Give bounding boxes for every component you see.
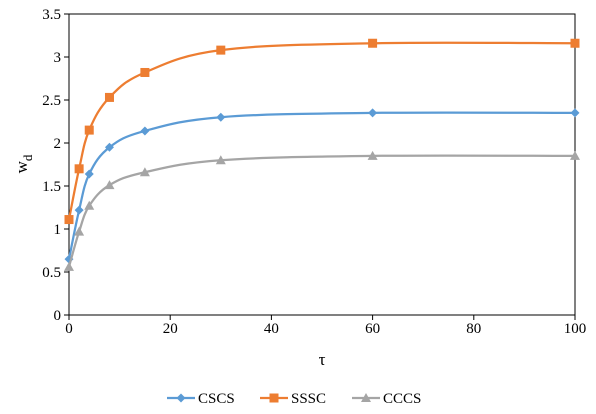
data-point-cccs [139, 167, 150, 177]
data-point-cscs [74, 205, 84, 215]
legend-item-sssc: SSSC [260, 391, 326, 407]
series-layer [64, 38, 580, 271]
data-point-sssc [84, 125, 94, 135]
series-line-cccs [67, 154, 576, 268]
data-point-sssc [368, 38, 378, 48]
legend-item-cccs: CCCS [352, 391, 421, 407]
data-point-cscs [570, 108, 580, 118]
data-point-cscs [216, 112, 226, 122]
legend: CSCS SSSC CCCS [167, 391, 421, 407]
x-tick-label: 80 [466, 321, 481, 337]
y-tick-label: 2.5 [42, 93, 61, 109]
data-point-cccs [367, 150, 378, 160]
data-point-cscs [368, 108, 378, 118]
x-tick-label: 40 [264, 321, 279, 337]
data-point-sssc [570, 38, 580, 48]
y-tick-label: 0 [54, 308, 62, 324]
legend-item-cscs: CSCS [167, 391, 235, 407]
data-point-cscs [84, 169, 94, 179]
legend-label-cccs: CCCS [383, 391, 421, 407]
x-axis-title: τ [319, 350, 326, 369]
data-point-sssc [140, 67, 150, 77]
x-tick-label: 60 [365, 321, 380, 337]
data-point-cscs [104, 142, 114, 152]
data-point-cccs [84, 200, 95, 210]
data-point-cccs [215, 155, 226, 165]
y-tick-labels: 0 0.5 1 1.5 2 2.5 3 3.5 [42, 7, 61, 324]
legend-marker-sssc [269, 393, 279, 403]
y-tick-label: 3.5 [42, 7, 61, 23]
x-tick-label: 0 [65, 321, 73, 337]
y-tick-label: 2 [54, 136, 62, 152]
y-tick-label: 1.5 [42, 179, 61, 195]
y-tick-label: 3 [54, 50, 62, 66]
legend-label-sssc: SSSC [291, 391, 326, 407]
axes [64, 13, 576, 320]
y-axis-title-subscript: d [20, 154, 35, 161]
x-tick-labels: 0 20 40 60 80 100 [65, 321, 586, 337]
x-tick-label: 20 [163, 321, 178, 337]
series-cscs [64, 108, 580, 264]
data-point-cscs [140, 126, 150, 136]
data-point-cccs [64, 261, 74, 271]
x-tick-label: 100 [564, 321, 587, 337]
y-tick-label: 0.5 [42, 265, 61, 281]
data-point-cccs [104, 180, 115, 190]
legend-marker-cscs [176, 393, 186, 403]
y-tick-label: 1 [54, 222, 62, 238]
data-point-sssc [64, 215, 74, 225]
data-point-sssc [216, 45, 226, 55]
plot-area-border [68, 13, 576, 316]
y-axis-title: wd [12, 154, 35, 173]
series-cccs [64, 150, 580, 271]
data-point-cccs [570, 150, 580, 160]
data-point-sssc [104, 92, 114, 102]
data-point-cccs [74, 226, 85, 236]
data-point-sssc [74, 164, 84, 174]
series-sssc [64, 38, 580, 225]
legend-marker-cccs [361, 393, 371, 402]
legend-label-cscs: CSCS [198, 391, 235, 407]
y-axis-title-main: w [12, 160, 31, 173]
